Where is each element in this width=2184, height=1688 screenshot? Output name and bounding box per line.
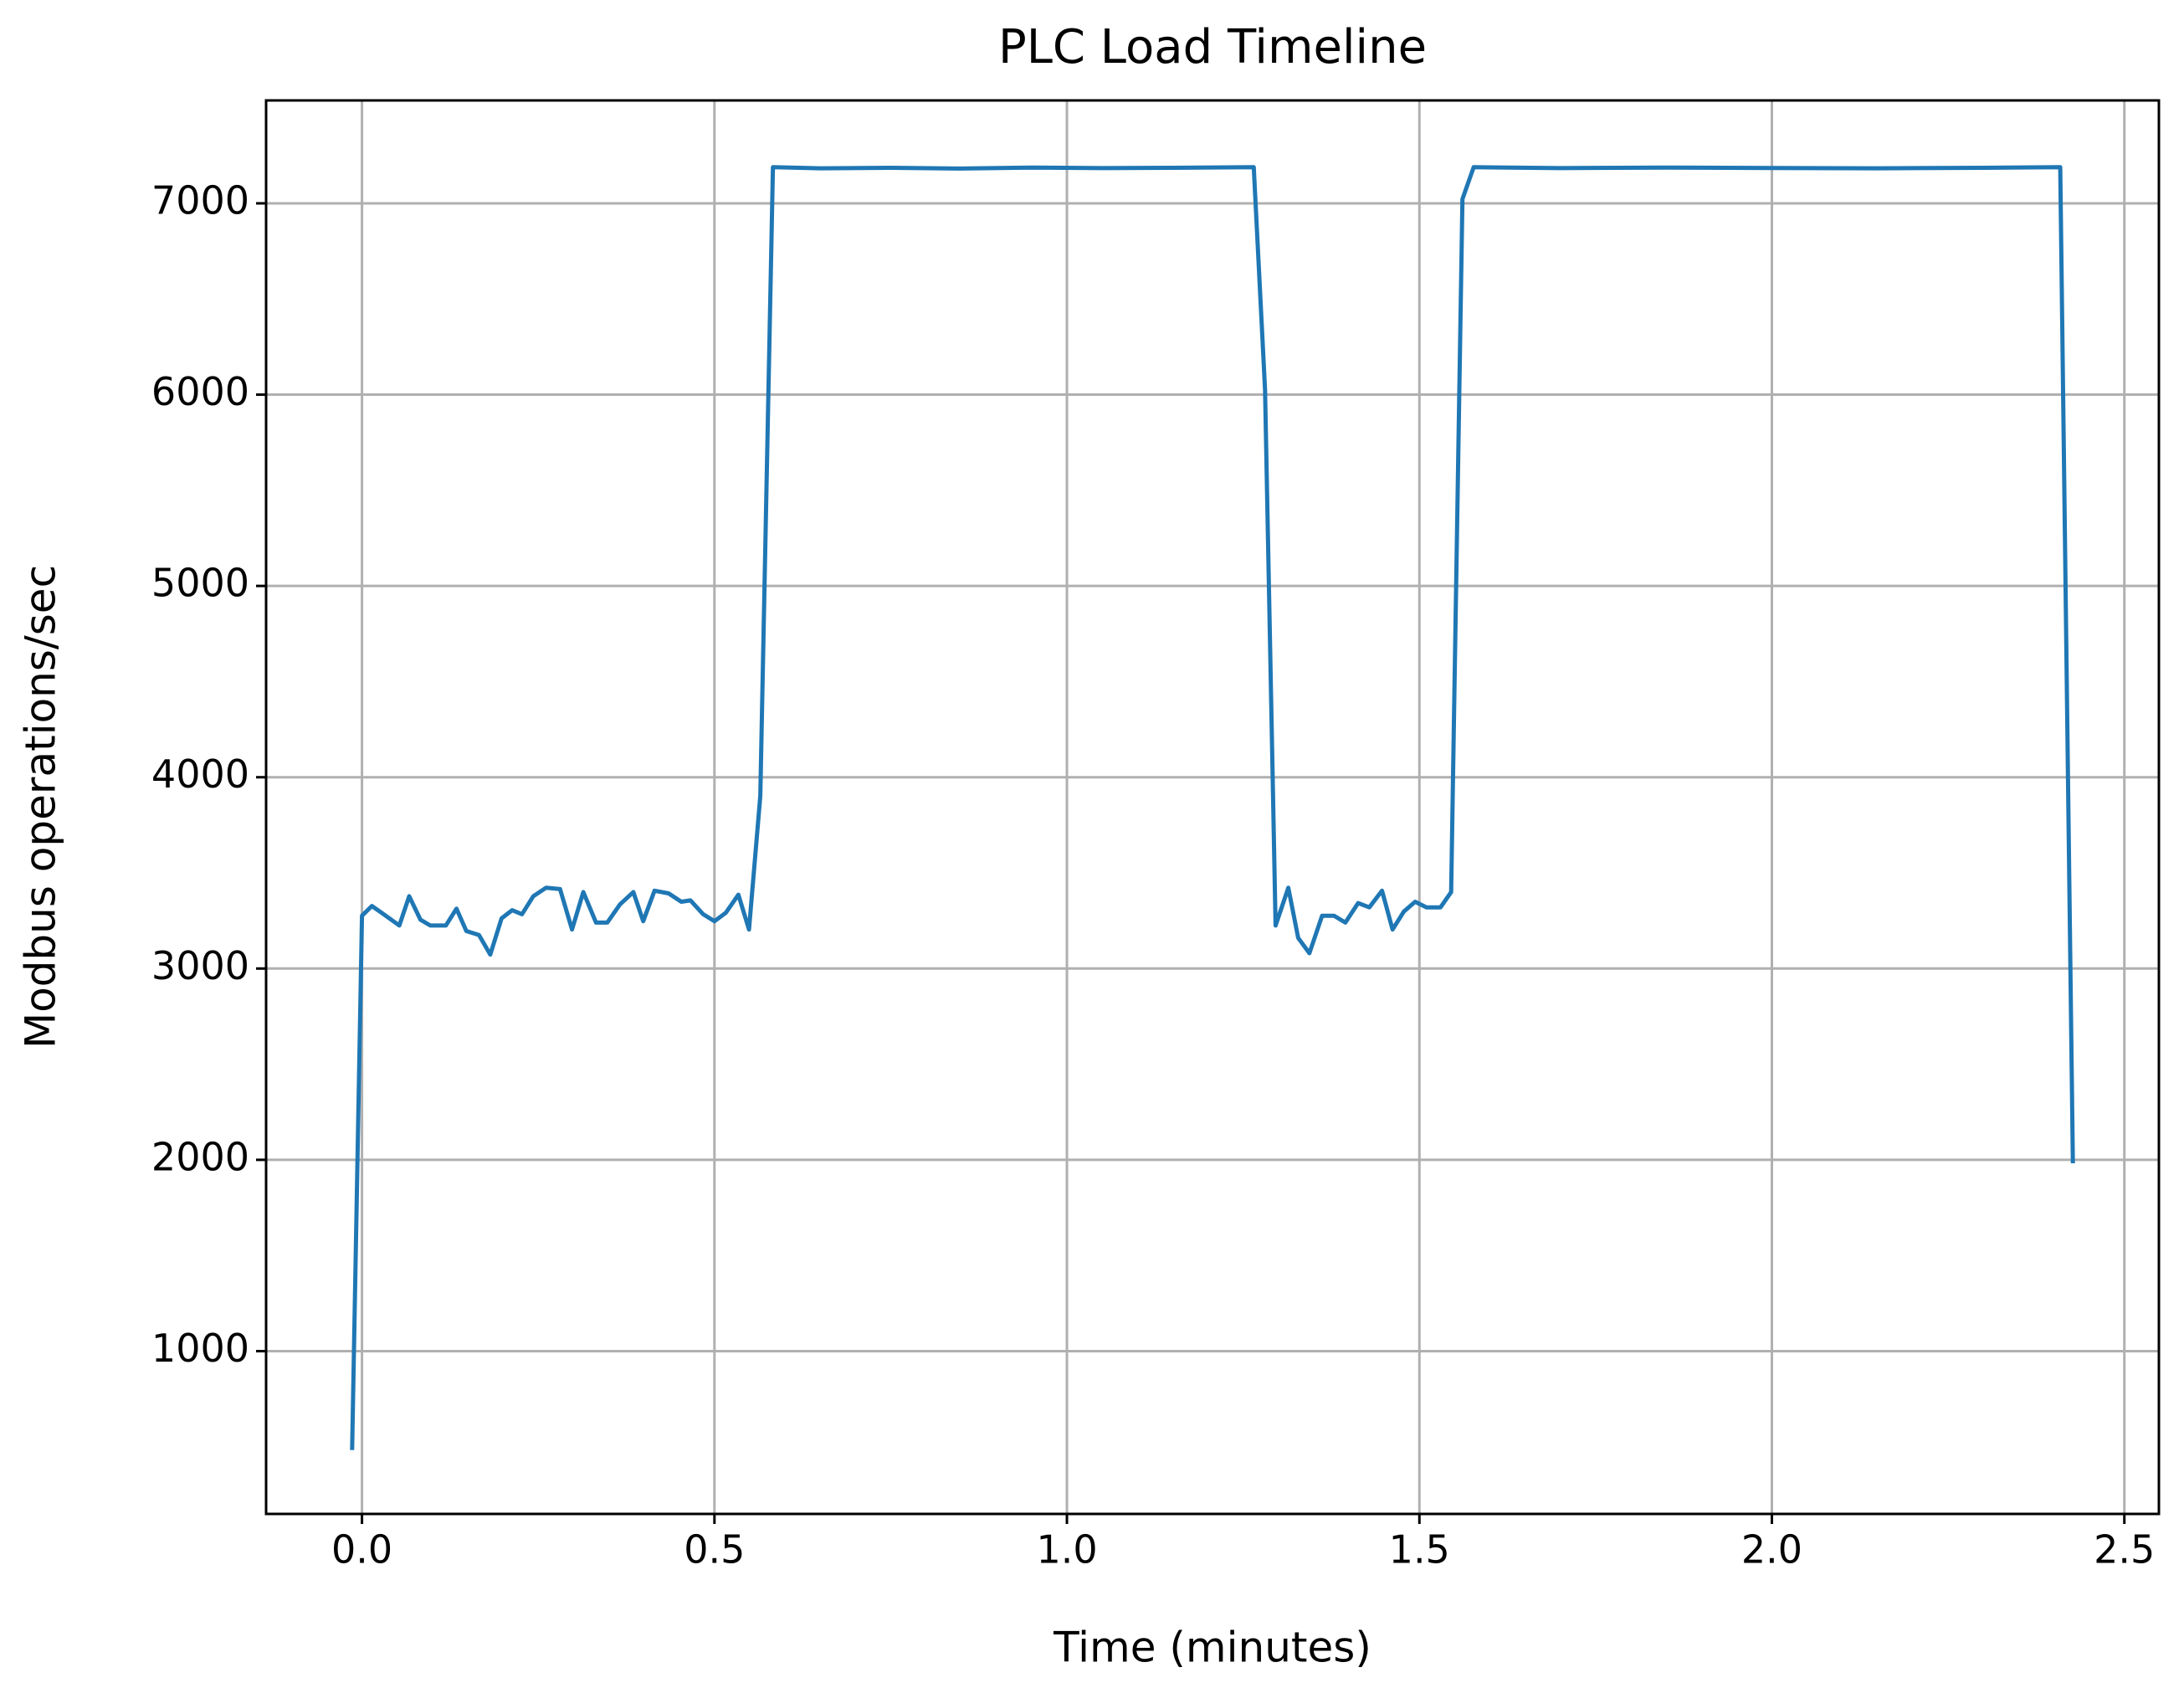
x-tick-label: 0.0 [331, 1527, 392, 1573]
y-axis-label: Modbus operations/sec [17, 565, 65, 1049]
x-tick-label: 1.5 [1389, 1527, 1450, 1573]
x-tick-label: 0.5 [684, 1527, 745, 1573]
y-tick-label: 3000 [151, 943, 249, 988]
x-axis-label: Time (minutes) [1053, 1624, 1371, 1672]
x-tick-label: 2.5 [2094, 1527, 2155, 1573]
y-tick-label: 1000 [151, 1326, 249, 1371]
x-tick-label: 1.0 [1036, 1527, 1097, 1573]
line-series [350, 165, 2075, 1450]
y-tick-label: 2000 [151, 1134, 249, 1179]
y-tick-label: 5000 [151, 561, 249, 606]
plot-frame [264, 99, 2161, 1516]
y-tick-label: 6000 [151, 369, 249, 414]
y-tick-label: 7000 [151, 177, 249, 223]
y-tick-label: 4000 [151, 752, 249, 797]
x-tick-label: 2.0 [1741, 1527, 1802, 1573]
chart-title: PLC Load Timeline [998, 20, 1427, 74]
